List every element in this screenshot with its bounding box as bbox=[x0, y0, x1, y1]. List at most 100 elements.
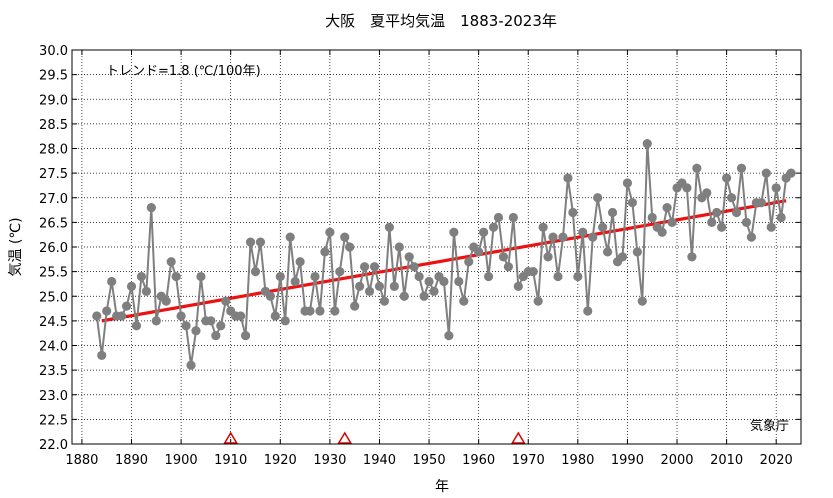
trend-label: トレンド=1.8 (℃/100年) bbox=[106, 64, 261, 79]
data-point bbox=[121, 301, 132, 311]
data-point bbox=[374, 281, 385, 291]
y-tick-label: 29.0 bbox=[39, 93, 68, 108]
data-point bbox=[553, 271, 563, 282]
y-tick-label: 26.0 bbox=[39, 241, 68, 256]
plot-frame bbox=[71, 49, 802, 445]
data-point bbox=[474, 247, 484, 257]
data-point bbox=[285, 232, 295, 242]
data-point bbox=[617, 252, 628, 262]
data-point bbox=[141, 286, 151, 296]
data-point bbox=[508, 212, 518, 223]
x-tick-label: 1990 bbox=[611, 453, 644, 468]
data-point bbox=[171, 271, 181, 282]
data-point bbox=[459, 296, 469, 306]
data-point bbox=[389, 281, 399, 291]
x-tick-label: 2000 bbox=[660, 453, 693, 468]
data-point bbox=[464, 257, 474, 267]
data-point bbox=[345, 242, 355, 252]
data-point bbox=[429, 286, 439, 296]
y-tick-label: 22.5 bbox=[39, 413, 68, 428]
data-point bbox=[717, 222, 727, 232]
station-change-markers bbox=[223, 431, 526, 444]
y-tick-label: 24.5 bbox=[39, 315, 68, 330]
data-point bbox=[315, 306, 325, 316]
data-point bbox=[687, 252, 697, 262]
data-point bbox=[320, 247, 330, 257]
data-point bbox=[107, 276, 117, 287]
data-point bbox=[350, 301, 360, 311]
data-point bbox=[543, 252, 553, 262]
data-point bbox=[642, 138, 652, 149]
y-tick-label: 30.0 bbox=[39, 44, 68, 59]
y-tick-label: 25.0 bbox=[39, 290, 68, 305]
data-point bbox=[290, 276, 300, 287]
data-point bbox=[662, 203, 672, 213]
y-tick-label: 23.5 bbox=[39, 364, 68, 379]
data-point bbox=[146, 203, 156, 213]
data-point bbox=[761, 168, 771, 178]
data-point bbox=[607, 207, 618, 218]
x-tick-label: 1970 bbox=[512, 453, 545, 468]
data-point bbox=[627, 198, 637, 208]
series-line bbox=[95, 143, 792, 366]
data-point bbox=[102, 306, 112, 316]
data-point bbox=[598, 222, 608, 232]
series bbox=[92, 138, 796, 370]
x-tick-label: 1920 bbox=[264, 453, 297, 468]
triangle-marker bbox=[511, 431, 526, 444]
data-point bbox=[593, 193, 603, 203]
y-tick-label: 29.5 bbox=[39, 69, 68, 84]
x-tick-label: 1910 bbox=[214, 453, 247, 468]
x-axis-label: 年 bbox=[435, 479, 449, 495]
data-point bbox=[444, 331, 454, 341]
data-point bbox=[588, 232, 598, 242]
data-point bbox=[756, 198, 766, 208]
data-point bbox=[692, 163, 702, 173]
data-point bbox=[424, 276, 434, 287]
data-point bbox=[191, 326, 201, 336]
y-tick-label: 27.5 bbox=[39, 167, 68, 182]
y-tick-label: 27.0 bbox=[39, 192, 68, 207]
data-point bbox=[379, 296, 390, 306]
data-point bbox=[394, 242, 404, 252]
data-point bbox=[250, 267, 261, 277]
data-point bbox=[414, 271, 424, 282]
data-point bbox=[682, 183, 692, 193]
data-point bbox=[369, 262, 380, 272]
x-tick-label: 1930 bbox=[313, 453, 346, 468]
data-point bbox=[340, 232, 350, 242]
data-point bbox=[275, 271, 285, 282]
data-point bbox=[786, 168, 796, 178]
data-point bbox=[563, 173, 573, 183]
data-point bbox=[667, 217, 677, 227]
data-point bbox=[335, 267, 345, 277]
data-point bbox=[548, 232, 558, 242]
data-point bbox=[404, 252, 414, 262]
data-point bbox=[206, 316, 216, 326]
data-point bbox=[647, 212, 657, 223]
data-point bbox=[196, 271, 206, 282]
data-point bbox=[498, 252, 509, 262]
data-point bbox=[578, 227, 588, 237]
x-tick-label: 1880 bbox=[65, 453, 98, 468]
data-point bbox=[736, 163, 747, 173]
data-point bbox=[359, 262, 370, 272]
data-point bbox=[573, 271, 583, 282]
data-point bbox=[221, 296, 231, 306]
data-point bbox=[136, 271, 147, 282]
y-tick-label: 26.5 bbox=[39, 216, 68, 231]
data-point bbox=[583, 306, 593, 316]
data-point bbox=[181, 321, 191, 331]
data-point bbox=[513, 281, 523, 291]
data-point bbox=[533, 296, 543, 306]
data-point bbox=[310, 271, 320, 282]
y-tick-label: 28.5 bbox=[39, 118, 68, 133]
y-tick-label: 23.0 bbox=[39, 389, 68, 404]
x-tick-label: 2010 bbox=[710, 453, 743, 468]
data-point bbox=[161, 296, 171, 306]
data-point bbox=[622, 178, 633, 188]
data-point bbox=[364, 286, 375, 296]
data-point bbox=[409, 262, 419, 272]
data-point bbox=[637, 296, 647, 306]
data-point bbox=[722, 173, 732, 183]
